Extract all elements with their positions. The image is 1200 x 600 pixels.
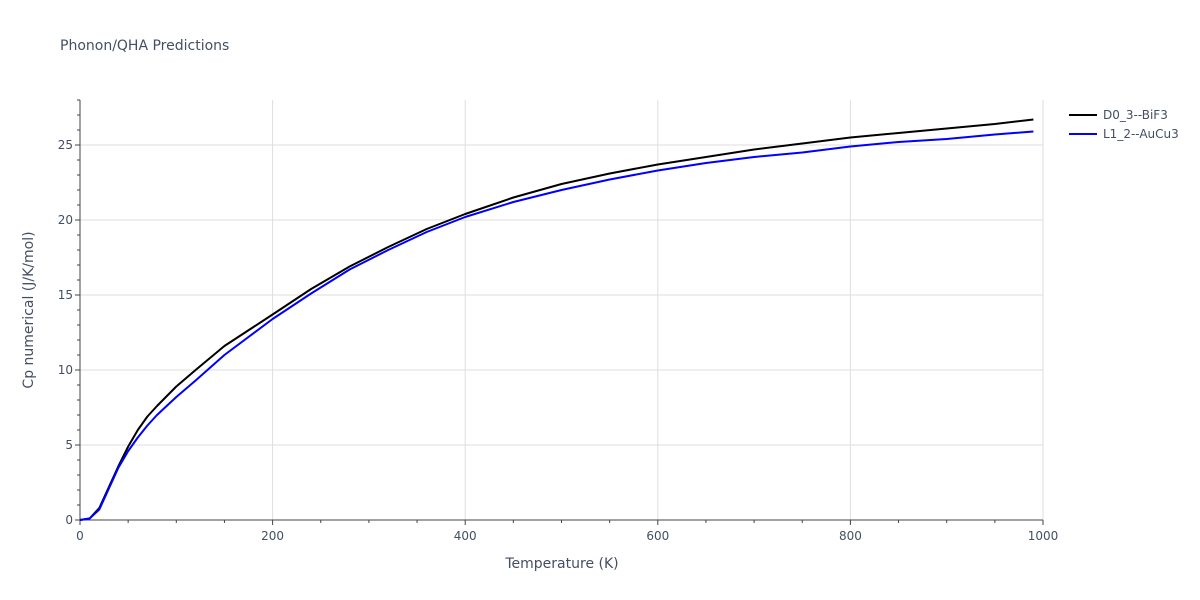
series-lines [79, 118, 1034, 521]
x-tick-label: 200 [261, 529, 284, 543]
series-line-1 [79, 118, 1034, 521]
x-axis-label: Temperature (K) [504, 556, 618, 572]
y-tick-label: 25 [58, 138, 73, 152]
y-tick-label: 10 [58, 363, 73, 377]
legend-item-2[interactable]: L1_2--AuCu3 [1069, 127, 1179, 141]
y-tick-label: 15 [58, 288, 73, 302]
x-tick-label: 0 [76, 529, 84, 543]
legend[interactable]: D0_3--BiF3 L1_2--AuCu3 [1069, 108, 1179, 141]
x-tick-label: 600 [646, 529, 669, 543]
y-tick-label: 5 [65, 438, 73, 452]
y-tick-label: 20 [58, 213, 73, 227]
legend-label: D0_3--BiF3 [1103, 108, 1168, 122]
series-line-2 [79, 130, 1034, 521]
y-axis-label: Cp numerical (J/K/mol) [21, 231, 37, 388]
x-tick-label: 800 [839, 529, 862, 543]
x-tick-label: 400 [454, 529, 477, 543]
x-tick-label: 1000 [1028, 529, 1059, 543]
legend-item-1[interactable]: D0_3--BiF3 [1069, 108, 1168, 122]
chart-title: Phonon/QHA Predictions [60, 38, 229, 54]
axes: 0 200 400 600 800 1000 0 5 10 15 20 25 [58, 99, 1059, 543]
grid [80, 100, 1044, 520]
y-tick-label: 0 [65, 513, 73, 527]
legend-label: L1_2--AuCu3 [1103, 127, 1179, 141]
